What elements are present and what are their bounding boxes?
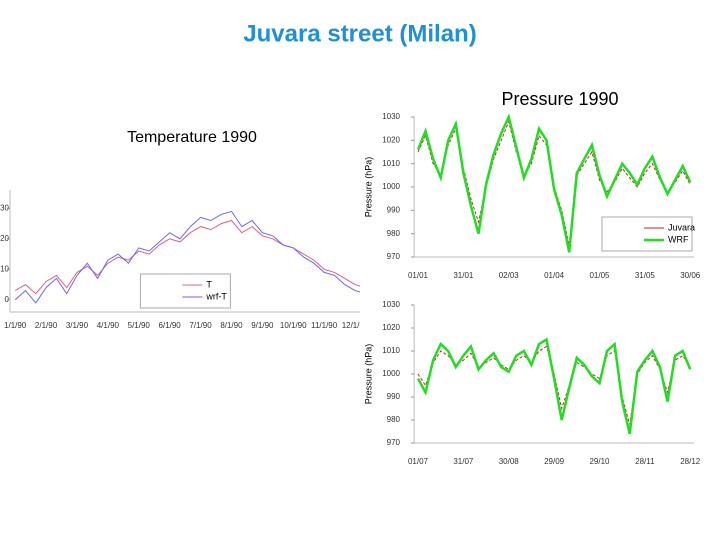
y-tick-label: 1000 (382, 369, 400, 378)
x-tick-label: 11/1/90 (311, 321, 338, 330)
y-tick-label: 1010 (382, 346, 400, 355)
y-axis-label: Pressure (hPa) (363, 157, 373, 218)
x-tick-label: 12/1/90 (342, 321, 369, 330)
x-tick-label: 01/01 (408, 271, 429, 280)
x-tick-label: 1/1/90 (4, 321, 27, 330)
x-tick-label: 5/1/90 (128, 321, 151, 330)
x-tick-label: 29/10 (589, 457, 610, 466)
legend-box (139, 273, 231, 309)
x-tick-label: 9/1/90 (251, 321, 274, 330)
y-tick-label: 1010 (382, 159, 400, 168)
series-line (14, 219, 376, 295)
x-tick-label: 29/09 (544, 457, 565, 466)
chart-title: Pressure 1990 (501, 89, 618, 109)
x-tick-label: 10/1/90 (280, 321, 307, 330)
x-tick-label: 3/1/90 (66, 321, 89, 330)
y-tick-label: 1000 (382, 182, 400, 191)
x-tick-label: 28/12 (680, 457, 701, 466)
x-tick-label: 7/1/90 (189, 321, 212, 330)
x-tick-label: 01/05 (589, 271, 610, 280)
y-axis-label: Pressure (hPa) (363, 344, 373, 405)
y-tick-label: 20 (0, 234, 9, 243)
x-tick-label: 28/11 (635, 457, 655, 466)
y-tick-label: 1020 (382, 135, 400, 144)
chart-title: Temperature 1990 (127, 129, 257, 146)
x-tick-label: 4/1/90 (97, 321, 120, 330)
y-tick-label: 1020 (382, 323, 400, 332)
y-tick-label: 980 (387, 229, 401, 238)
x-tick-label: 6/1/90 (159, 321, 182, 330)
x-tick-label: 31/01 (453, 271, 474, 280)
y-tick-label: 990 (387, 392, 401, 401)
slide-title: Juvara street (Milan) (243, 20, 476, 47)
series-line (14, 210, 376, 304)
y-tick-label: 970 (387, 438, 401, 447)
x-tick-label: 31/05 (635, 271, 656, 280)
legend-label: wrf-T (205, 291, 227, 301)
series-line (416, 113, 692, 253)
x-tick-label: 01/04 (544, 271, 565, 280)
legend-label: Juvara (668, 222, 695, 232)
series-line (416, 337, 692, 435)
y-tick-label: 980 (387, 415, 401, 424)
y-tick-label: 990 (387, 205, 401, 214)
legend-label: WRF (668, 234, 689, 244)
x-tick-label: 2/1/90 (35, 321, 58, 330)
x-tick-label: 01/07 (408, 457, 429, 466)
y-tick-label: 30 (0, 203, 9, 212)
x-tick-label: 30/06 (680, 271, 701, 280)
y-tick-label: 1030 (382, 300, 400, 309)
x-tick-label: 02/03 (499, 271, 520, 280)
legend-box (601, 216, 693, 252)
y-tick-label: 1030 (382, 112, 400, 121)
panel-background (360, 82, 720, 482)
x-tick-label: 30/08 (499, 457, 520, 466)
y-tick-label: 970 (387, 252, 401, 261)
y-tick-label: 10 (0, 264, 9, 273)
x-tick-label: 31/07 (453, 457, 474, 466)
legend-label: T (206, 279, 212, 289)
x-tick-label: 8/1/90 (220, 321, 243, 330)
